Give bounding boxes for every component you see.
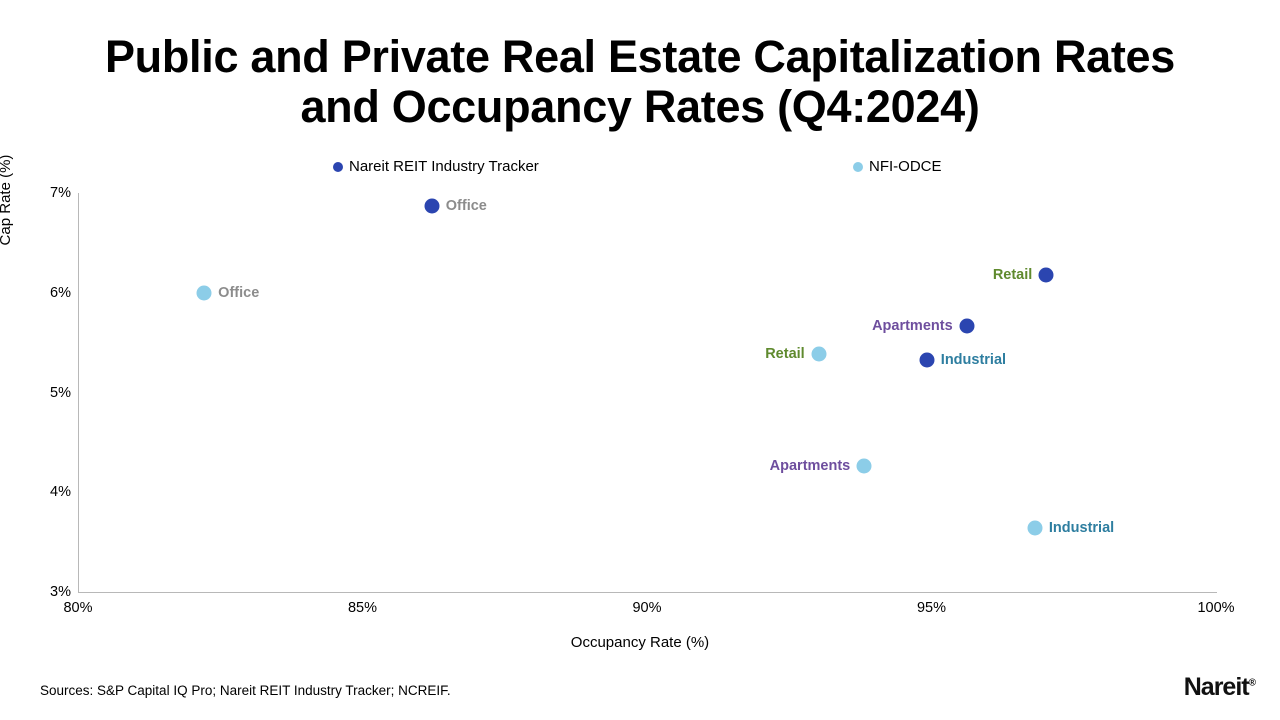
data-point[interactable] [856, 458, 872, 474]
data-point[interactable] [1038, 267, 1054, 283]
data-point[interactable] [959, 318, 975, 334]
data-point[interactable] [1027, 520, 1043, 536]
data-point-label: Retail [992, 266, 1033, 283]
legend-item-nareit-reit-industry-tracker[interactable]: Nareit REIT Industry Tracker [333, 158, 539, 175]
logo-wordmark: Nareit [1183, 673, 1250, 701]
x-axis-tick-label: 95% [916, 600, 947, 616]
data-point-label: Apartments [872, 317, 953, 334]
data-point[interactable] [919, 352, 935, 368]
legend-swatch-icon [853, 161, 863, 172]
data-point-label: Office [218, 284, 260, 301]
x-axis-tick-label: 80% [63, 600, 93, 616]
registered-trademark-icon: ® [1248, 677, 1256, 689]
x-axis-tick-label: 90% [632, 600, 662, 616]
data-point-label: Retail [765, 345, 805, 362]
data-point-label: Industrial [1048, 520, 1115, 537]
scatter-plot-area: Office Retail Apartments Industrial Office Re… [78, 193, 1217, 593]
legend-item-nfi-odce[interactable]: NFI-ODCE [853, 158, 942, 175]
legend-item-label: Nareit REIT Industry Tracker [349, 158, 539, 175]
x-axis-tick-label: 85% [347, 600, 378, 616]
y-axis-tick-label: 5% [50, 384, 71, 401]
data-point[interactable] [424, 198, 440, 214]
data-point[interactable] [196, 285, 212, 301]
data-point[interactable] [811, 346, 827, 362]
y-axis-tick-label: 4% [50, 484, 71, 501]
y-axis-tick-label: 6% [50, 284, 71, 301]
chart-legend: Nareit REIT Industry Tracker NFI-ODCE [78, 158, 1218, 180]
x-axis-tick-label: 100% [1197, 600, 1235, 616]
sources-note: Sources: S&P Capital IQ Pro; Nareit REIT… [40, 683, 451, 698]
data-point-label: Apartments [769, 458, 851, 475]
legend-swatch-icon [333, 161, 343, 172]
y-axis-tick-label: 3% [50, 584, 71, 600]
nareit-logo: Nareit® [1184, 673, 1256, 702]
legend-item-label: NFI-ODCE [869, 158, 942, 175]
page-title: Public and Private Real Estate Capitaliz… [104, 31, 1176, 132]
x-axis-title: Occupancy Rate (%) [570, 634, 710, 651]
data-point-label: Office [445, 197, 487, 214]
y-axis-title: Cap Rate (%) [0, 154, 14, 246]
y-axis-tick-label: 7% [50, 185, 71, 201]
y-axis-tick-labels: 7% 6% 5% 4% 3% [0, 185, 71, 600]
data-point-label: Industrial [940, 351, 1007, 368]
x-axis-tick-labels: 80% 85% 90% 95% 100% [63, 600, 1234, 620]
